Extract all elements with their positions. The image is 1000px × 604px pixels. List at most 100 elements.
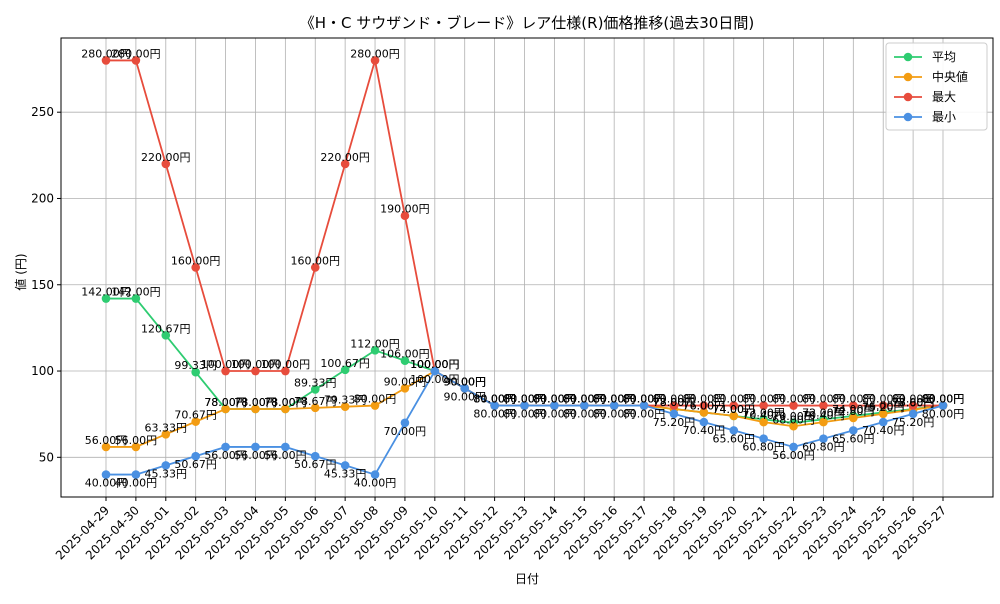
- data-label: 78.00円: [234, 396, 277, 409]
- data-point: [191, 417, 200, 426]
- data-point: [819, 417, 828, 427]
- data-label: 80.00円: [503, 393, 546, 406]
- data-label: 100.00円: [410, 373, 460, 386]
- data-point: [520, 401, 529, 410]
- data-point: [400, 211, 410, 221]
- data-point: [101, 56, 111, 65]
- data-point: [131, 56, 141, 65]
- data-label: 40.00円: [354, 477, 397, 490]
- data-point: [370, 470, 380, 479]
- data-label: 68.00円: [772, 413, 815, 426]
- data-point: [370, 346, 380, 355]
- data-label: 60.80円: [742, 441, 785, 454]
- data-point: [789, 442, 798, 452]
- y-axis-label: 値 (円): [13, 253, 28, 290]
- data-label: 65.60円: [713, 432, 756, 445]
- data-point: [849, 413, 858, 423]
- data-point: [400, 383, 410, 393]
- data-label: 280.00円: [111, 47, 161, 60]
- data-label: 160.00円: [171, 255, 221, 268]
- data-point: [340, 159, 350, 169]
- data-label: 280.00円: [350, 47, 400, 60]
- data-label: 112.00円: [350, 337, 400, 350]
- data-label: 80.00円: [593, 393, 636, 406]
- data-label: 80.00円: [922, 408, 965, 421]
- data-label: 80.00円: [473, 408, 516, 421]
- data-point: [878, 409, 888, 419]
- data-point: [789, 401, 798, 410]
- data-point: [191, 263, 200, 272]
- data-label: 80.00円: [503, 393, 546, 406]
- data-label: 160.00円: [291, 255, 341, 268]
- data-label: 78.00円: [653, 396, 696, 409]
- data-point: [908, 409, 918, 419]
- legend-marker: [903, 52, 913, 62]
- data-label: 70.00円: [772, 410, 815, 423]
- series: [101, 56, 948, 479]
- data-label: 76.00円: [862, 399, 905, 412]
- data-label: 106.00円: [380, 348, 430, 361]
- plot-area: [60, 37, 994, 498]
- data-point: [878, 417, 888, 427]
- data-label: 80.00円: [533, 408, 576, 421]
- data-label: 72.00円: [802, 406, 845, 419]
- data-label: 100.00円: [261, 358, 311, 371]
- data-label: 99.33円: [174, 359, 217, 372]
- data-label: 45.33円: [324, 467, 367, 480]
- data-label: 80.00円: [892, 393, 935, 406]
- data-label: 50.67円: [294, 458, 337, 471]
- data-point: [370, 401, 380, 410]
- data-point: [400, 356, 410, 365]
- data-point: [131, 470, 141, 479]
- data-labels: 142.00円142.00円120.67円99.33円78.00円78.00円7…: [81, 47, 964, 489]
- x-axis-label: 日付: [515, 572, 539, 586]
- data-label: 78.67円: [294, 395, 337, 408]
- data-point: [310, 385, 320, 394]
- data-point: [310, 403, 320, 413]
- data-label: 76.00円: [683, 399, 726, 412]
- data-label: 80.00円: [563, 408, 606, 421]
- data-label: 80.00円: [563, 393, 606, 406]
- data-label: 56.00円: [234, 449, 277, 462]
- data-label: 63.33円: [145, 421, 188, 434]
- data-label: 90.00円: [443, 375, 486, 388]
- data-point: [579, 401, 589, 410]
- data-point: [849, 401, 858, 410]
- data-point: [699, 401, 709, 410]
- data-label: 45.33円: [145, 467, 188, 480]
- data-point: [819, 401, 828, 410]
- legend-box: [885, 42, 988, 131]
- data-point: [729, 401, 739, 410]
- data-point: [161, 331, 171, 340]
- legend-marker: [903, 112, 913, 122]
- data-label: 56.00円: [204, 449, 247, 462]
- data-label: 80.00円: [713, 393, 756, 406]
- data-label: 80.00円: [533, 393, 576, 406]
- legend-label: 中央値: [932, 69, 968, 84]
- data-point: [281, 404, 290, 414]
- data-point: [759, 434, 768, 443]
- data-point: [161, 430, 171, 439]
- data-point: [400, 418, 410, 428]
- data-point: [131, 294, 141, 303]
- data-label: 80.00円: [742, 393, 785, 406]
- data-label: 80.00円: [683, 393, 726, 406]
- data-label: 80.00円: [623, 393, 666, 406]
- data-point: [490, 401, 499, 410]
- data-point: [699, 417, 709, 427]
- data-label: 78.00円: [892, 396, 935, 409]
- data-label: 90.00円: [384, 375, 427, 388]
- data-label: 80.00円: [593, 393, 636, 406]
- data-point: [430, 366, 440, 376]
- data-point: [310, 263, 320, 272]
- data-label: 100.00円: [231, 358, 281, 371]
- data-label: 220.00円: [141, 151, 191, 164]
- data-label: 78.00円: [653, 396, 696, 409]
- data-point: [669, 409, 679, 419]
- data-label: 80.00円: [473, 393, 516, 406]
- data-label: 76.00円: [683, 399, 726, 412]
- data-label: 40.00円: [115, 477, 158, 490]
- y-tick-label: 250: [31, 105, 54, 119]
